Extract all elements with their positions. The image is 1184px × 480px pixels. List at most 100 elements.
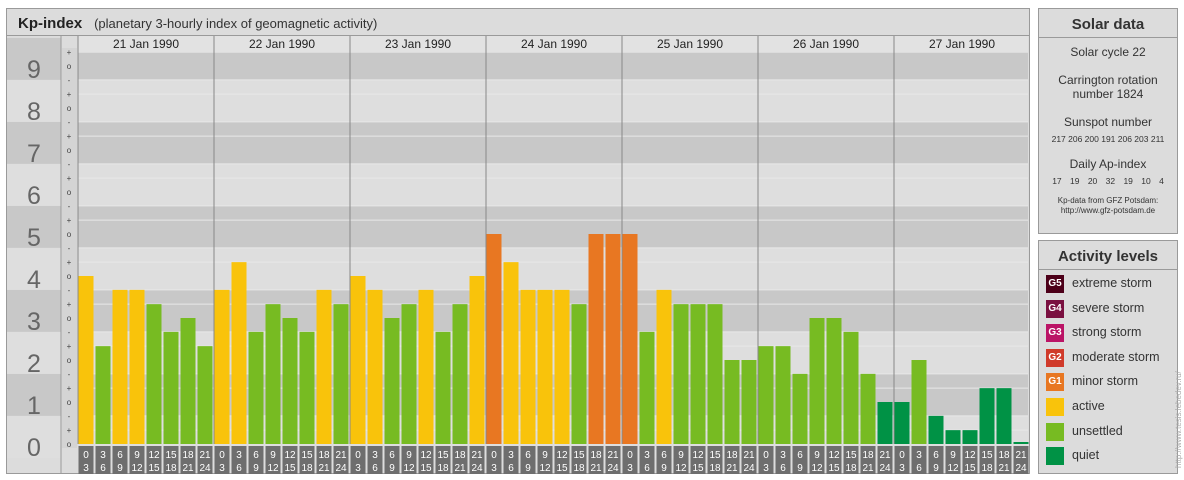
third-tick-label: o <box>67 230 72 239</box>
interval-start-label: 12 <box>556 450 568 461</box>
interval-end-label: 12 <box>403 463 415 474</box>
kp-bar <box>775 346 791 444</box>
third-tick-label: o <box>67 272 72 281</box>
kp-bar <box>112 289 128 444</box>
interval-start-label: 3 <box>916 450 922 461</box>
kp-bar <box>299 331 315 444</box>
kp-bar <box>180 318 196 444</box>
interval-box <box>928 446 944 474</box>
interval-box <box>163 446 179 474</box>
interval-end-label: 18 <box>845 463 857 474</box>
interval-start-label: 12 <box>420 450 432 461</box>
interval-box <box>146 446 162 474</box>
interval-end-label: 15 <box>692 463 704 474</box>
kp-bar <box>78 276 94 444</box>
data-credit-2: http://www.gfz-potsdam.de <box>1060 206 1156 215</box>
interval-box <box>792 446 808 474</box>
kp-bar <box>656 289 672 444</box>
interval-box <box>265 446 281 474</box>
interval-start-label: 18 <box>862 450 874 461</box>
chart-header: Kp-index (planetary 3-hourly index of ge… <box>7 9 1029 36</box>
interval-box <box>282 446 298 474</box>
interval-start-label: 3 <box>100 450 106 461</box>
kp-tick-label: 8 <box>27 98 41 126</box>
interval-start-label: 9 <box>406 450 412 461</box>
interval-box <box>979 446 995 474</box>
day-label: 22 Jan 1990 <box>249 37 315 51</box>
interval-start-label: 21 <box>743 450 755 461</box>
third-tick-label: - <box>68 412 71 421</box>
activity-level-label: extreme storm <box>1072 276 1152 290</box>
interval-start-label: 3 <box>508 450 514 461</box>
interval-end-label: 3 <box>491 463 497 474</box>
interval-end-label: 21 <box>318 463 330 474</box>
interval-start-label: 21 <box>1015 450 1027 461</box>
interval-end-label: 6 <box>508 463 514 474</box>
kp-bar <box>333 304 349 444</box>
interval-end-label: 6 <box>372 463 378 474</box>
kp-bar <box>826 318 842 444</box>
solar-cycle: Solar cycle 22 <box>1070 45 1146 59</box>
interval-box <box>418 446 434 474</box>
third-tick-label: - <box>68 370 71 379</box>
third-tick-label: o <box>67 314 72 323</box>
kp-bar <box>384 318 400 444</box>
interval-start-label: 6 <box>253 450 259 461</box>
interval-start-label: 15 <box>573 450 585 461</box>
interval-box <box>95 446 111 474</box>
kp-bar <box>248 331 264 444</box>
interval-end-label: 15 <box>148 463 160 474</box>
interval-start-label: 15 <box>165 450 177 461</box>
kp-band-7 <box>78 121 1028 164</box>
interval-box <box>554 446 570 474</box>
interval-start-label: 6 <box>797 450 803 461</box>
third-tick-label: - <box>68 76 71 85</box>
interval-box <box>401 446 417 474</box>
interval-end-label: 6 <box>916 463 922 474</box>
third-tick-label: - <box>68 244 71 253</box>
interval-end-label: 12 <box>675 463 687 474</box>
kp-bar <box>265 304 281 444</box>
chart-subtitle: (planetary 3-hourly index of geomagnetic… <box>94 16 378 31</box>
activity-level-label: unsettled <box>1072 423 1123 438</box>
interval-end-label: 24 <box>607 463 619 474</box>
kp-bar <box>367 289 383 444</box>
interval-box <box>214 446 230 474</box>
third-tick-label: + <box>67 426 72 435</box>
interval-box <box>656 446 672 474</box>
interval-start-label: 18 <box>182 450 194 461</box>
solar-data-panel: Solar data Solar cycle 22 Carrington rot… <box>1038 8 1178 234</box>
interval-end-label: 3 <box>899 463 905 474</box>
interval-box <box>384 446 400 474</box>
activity-level-swatch: G4 <box>1046 299 1064 318</box>
kp-bar <box>605 234 621 444</box>
interval-start-label: 3 <box>780 450 786 461</box>
day-label: 27 Jan 1990 <box>929 37 995 51</box>
interval-box <box>639 446 655 474</box>
interval-start-label: 15 <box>981 450 993 461</box>
kp-axis-band-6 <box>7 163 61 206</box>
activity-level-label: active <box>1072 399 1105 413</box>
interval-box <box>605 446 621 474</box>
activity-level-swatch <box>1046 447 1064 466</box>
interval-box <box>129 446 145 474</box>
interval-box <box>622 446 638 474</box>
kp-bar <box>792 373 808 444</box>
interval-box <box>486 446 502 474</box>
activity-level-label: strong storm <box>1072 325 1142 340</box>
third-tick-label: - <box>68 328 71 337</box>
interval-end-label: 3 <box>355 463 361 474</box>
interval-box <box>231 446 247 474</box>
interval-end-label: 21 <box>862 463 874 474</box>
chart-title: Kp-index <box>18 15 83 32</box>
kp-axis-band-1 <box>7 373 61 416</box>
interval-start-label: 21 <box>879 450 891 461</box>
ap-values: 17 19 20 32 19 10 4 <box>1052 176 1164 186</box>
interval-end-label: 12 <box>131 463 143 474</box>
day-header-strip <box>78 36 1028 52</box>
interval-box <box>843 446 859 474</box>
sunspot-values: 217 206 200 191 206 203 211 <box>1051 134 1165 144</box>
interval-start-label: 21 <box>335 450 347 461</box>
activity-level-swatch: G2 <box>1046 348 1064 367</box>
interval-start-label: 0 <box>763 450 769 461</box>
